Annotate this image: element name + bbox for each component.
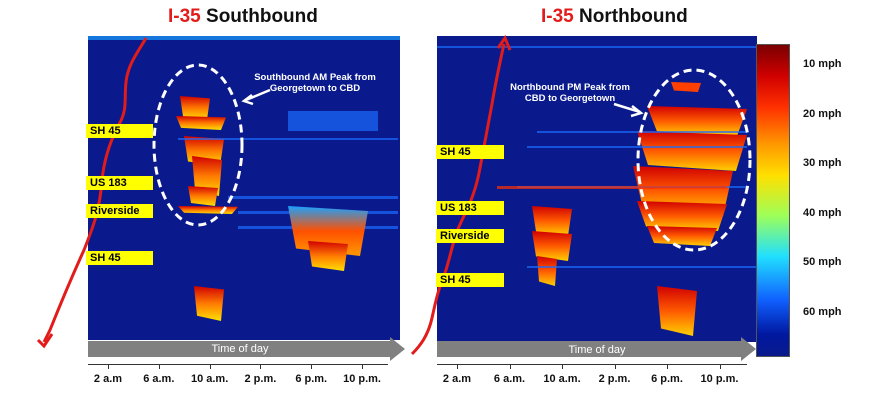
congestion-region [532, 231, 572, 261]
congestion-region [188, 186, 218, 206]
x-tick-mark [108, 364, 109, 369]
congestion-streak [88, 36, 400, 40]
right-title-direction: Northbound [579, 6, 688, 27]
x-tick-mark [509, 364, 511, 369]
congestion-region [647, 106, 747, 136]
right-heatmap [437, 46, 757, 336]
right-arrow-head [496, 34, 512, 51]
right-time-arrow [437, 337, 756, 361]
right-time-of-day-label: Time of day [568, 344, 626, 356]
left-x-axis [88, 364, 388, 365]
x-tick-label: 6 p.m. [295, 373, 328, 385]
x-tick-mark [667, 364, 668, 369]
x-tick-label: 6 p.m. [651, 373, 683, 385]
x-tick-mark [719, 364, 721, 369]
left-chart-title: I-35 Southbound [168, 6, 318, 28]
x-tick-label: 2 a.m [93, 373, 123, 385]
right-peak-ellipse [636, 68, 752, 252]
left-annotation-line-2: Georgetown to CBD [269, 83, 361, 94]
colorbar-tick-label: 60 mph [803, 305, 842, 318]
x-tick-mark [562, 364, 563, 369]
right-annotation-arrow-head [630, 105, 644, 118]
congestion-region [192, 156, 222, 196]
x-tick-label: 6 a.m. [493, 373, 526, 385]
congestion-region [288, 206, 368, 256]
x-tick-label: 10 a.m. [543, 373, 581, 385]
left-heatmap-panel [88, 36, 400, 340]
left-road-label-sh45-north: SH 45 [86, 124, 153, 138]
congestion-streak [228, 196, 398, 199]
congestion-streak [527, 146, 747, 148]
left-heatmap [88, 36, 400, 321]
congestion-region [537, 256, 557, 286]
colorbar [756, 44, 790, 357]
congestion-streak [178, 138, 398, 140]
left-time-arrow [88, 337, 405, 361]
congestion-region [176, 116, 226, 130]
right-road-label-us183: US 183 [436, 201, 504, 215]
x-tick-label: 10 a.m. [190, 373, 229, 385]
congestion-region [532, 206, 572, 236]
congestion-region [637, 201, 727, 231]
left-peak-ellipse [152, 63, 244, 227]
colorbar-tick-label: 40 mph [803, 206, 842, 219]
left-title-direction: Southbound [206, 6, 318, 27]
x-tick-mark [158, 364, 160, 369]
congestion-region [637, 131, 747, 171]
congestion-region [657, 286, 697, 336]
colorbar-tick-label: 30 mph [803, 157, 842, 169]
x-tick-mark [457, 364, 458, 369]
x-tick-mark [260, 364, 262, 369]
right-road-label-riverside: Riverside [436, 229, 504, 243]
congestion-streak [437, 46, 757, 48]
left-road-label-riverside: Riverside [86, 204, 153, 218]
right-annotation: Northbound PM Peak from CBD to Georgetow… [508, 82, 632, 104]
left-annotation-arrow-head [241, 94, 254, 106]
left-time-of-day-label: Time of day [211, 343, 269, 355]
colorbar-tick-label: 50 mph [803, 256, 842, 268]
x-tick-mark [311, 364, 313, 369]
right-title-highway: I-35 [541, 6, 574, 27]
x-tick-label: 2 p.m. [598, 373, 631, 385]
colorbar-tick-label: 20 mph [803, 107, 842, 120]
congestion-streak [527, 266, 757, 268]
congestion-region [308, 241, 348, 271]
x-tick-mark [209, 364, 211, 369]
right-heatmap-panel [437, 36, 757, 342]
left-direction-arrow [42, 37, 148, 343]
left-arrow-head [36, 333, 54, 349]
x-tick-label: 6 a.m. [143, 373, 175, 385]
left-annotation-line-1: Southbound AM Peak from [254, 72, 376, 83]
left-annotation-arrow [245, 88, 271, 102]
x-tick-label: 10 p.m. [343, 373, 381, 385]
x-tick-mark [614, 364, 616, 369]
congestion-streak [497, 186, 727, 189]
right-annotation-line-2: CBD to Georgetown [524, 93, 616, 104]
congestion-region [647, 226, 717, 246]
right-x-axis [437, 364, 747, 365]
x-tick-mark [362, 364, 364, 369]
x-tick-label: 2 a.m [442, 373, 472, 385]
right-road-label-sh45-north: SH 45 [436, 145, 504, 159]
right-chart-title: I-35 Northbound [541, 6, 688, 28]
x-tick-label: 10 p.m. [700, 373, 739, 385]
right-annotation-arrow [613, 102, 641, 114]
right-annotation-line-1: Northbound PM Peak from [510, 82, 630, 93]
left-road-label-us183: US 183 [86, 176, 153, 190]
right-direction-arrow [410, 43, 506, 356]
congestion-region [194, 286, 224, 321]
left-annotation: Southbound AM Peak from Georgetown to CB… [250, 72, 380, 94]
left-title-highway: I-35 [168, 6, 201, 27]
congestion-region [180, 96, 210, 120]
left-road-label-sh45-south: SH 45 [86, 251, 153, 265]
colorbar-tick-label: 10 mph [803, 58, 842, 70]
right-road-label-sh45-south: SH 45 [436, 273, 504, 287]
x-tick-label: 2 p.m. [244, 373, 277, 385]
congestion-streak [288, 111, 378, 131]
congestion-region [671, 82, 701, 92]
